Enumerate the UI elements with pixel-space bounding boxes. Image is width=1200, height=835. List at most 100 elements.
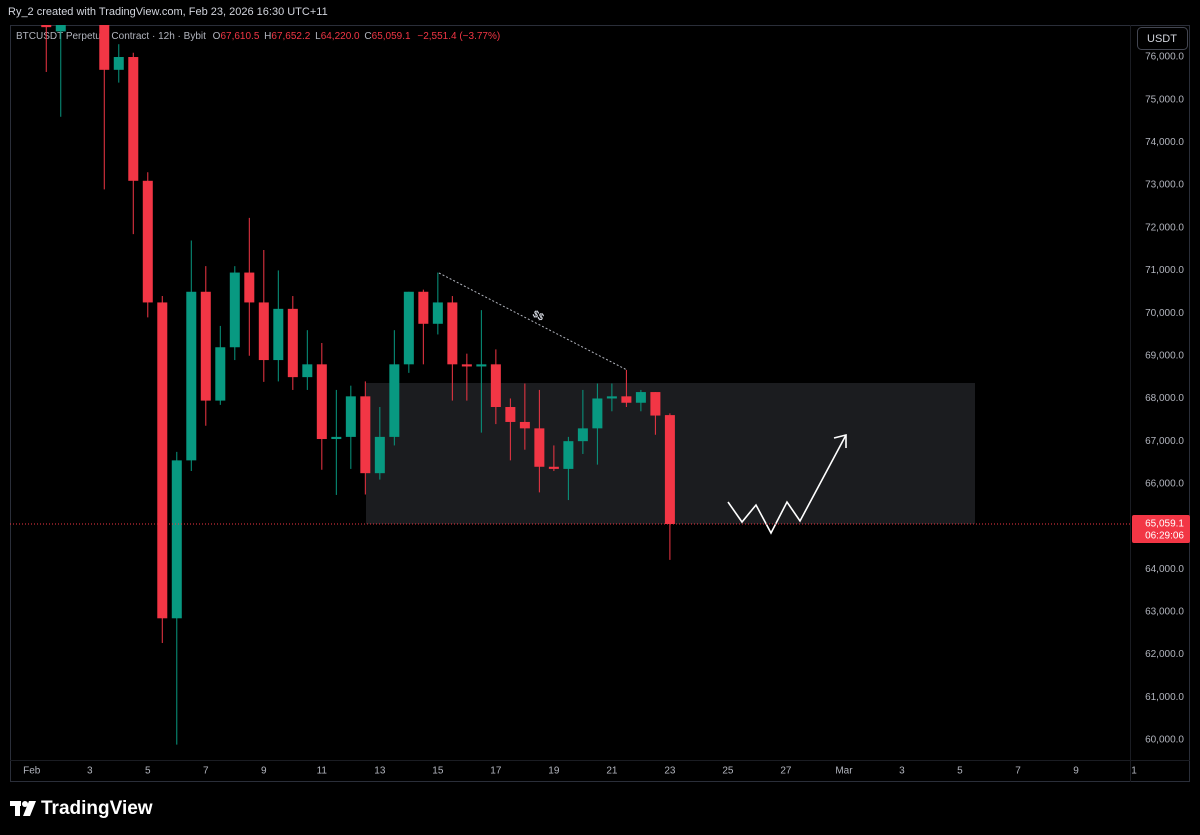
y-tick-label: 62,000.0 <box>1145 649 1184 660</box>
last-price-box <box>1132 515 1190 544</box>
logo-dot <box>22 801 28 807</box>
candle-body <box>621 396 632 403</box>
candle-body <box>418 291 429 324</box>
x-tick-label: 3 <box>87 766 93 777</box>
countdown: 06:29:06 <box>1145 531 1184 542</box>
ohlc-label: O <box>213 31 221 42</box>
candle-body <box>142 180 153 303</box>
y-tick-label: 74,000.0 <box>1145 137 1184 148</box>
y-tick-label: 75,000.0 <box>1145 94 1184 105</box>
plot-area <box>41 25 975 745</box>
ohlc-label: H <box>264 31 271 42</box>
projection-path <box>727 434 847 535</box>
y-tick-label: 66,000.0 <box>1145 478 1184 489</box>
candle-body <box>577 428 588 442</box>
y-tick-label: 61,000.0 <box>1145 692 1184 703</box>
candle-body <box>664 415 675 525</box>
candle-body <box>447 302 458 365</box>
y-tick-label: 68,000.0 <box>1145 393 1184 404</box>
annotation: $$ <box>530 309 545 324</box>
candle-body <box>635 392 646 403</box>
credit: Ry_2 created with TradingView.com, Feb 2… <box>8 6 328 18</box>
x-tick-label: Mar <box>835 766 853 777</box>
x-tick-label: 15 <box>432 766 444 777</box>
x-tick-label: 25 <box>722 766 734 777</box>
ohlc-value: 64,220.0 <box>321 31 360 42</box>
candle-body <box>519 421 530 429</box>
x-tick-label: 17 <box>490 766 502 777</box>
y-tick-label: 67,000.0 <box>1145 436 1184 447</box>
candle-body <box>389 364 400 437</box>
y-tick-label: 63,000.0 <box>1145 607 1184 618</box>
y-tick-label: 70,000.0 <box>1145 308 1184 319</box>
candle-body <box>403 291 414 365</box>
candle-body <box>316 364 327 440</box>
candle-body <box>534 428 545 467</box>
symbol: BTCUSDT Perpetual Contract · 12h · Bybit <box>16 31 206 42</box>
candle-body <box>331 436 342 440</box>
x-tick-label: 23 <box>664 766 676 777</box>
candle-body <box>273 308 284 361</box>
x-tick-label: 7 <box>1015 766 1021 777</box>
brand: TradingView <box>41 798 153 819</box>
candle-body <box>99 25 110 70</box>
legend: BTCUSDT Perpetual Contract · 12h · Bybit… <box>16 31 500 42</box>
x-tick-label: 9 <box>261 766 267 777</box>
candle-body <box>128 57 139 181</box>
x-tick-label: 5 <box>957 766 963 777</box>
x-tick-label: 21 <box>606 766 618 777</box>
y-tick-label: 69,000.0 <box>1145 350 1184 361</box>
x-tick-label: 13 <box>374 766 386 777</box>
candle-body <box>592 398 603 429</box>
projection-arrowhead <box>833 433 847 448</box>
y-tick-label: 76,000.0 <box>1145 52 1184 63</box>
logo <box>10 801 36 816</box>
ohlc-value: 67,610.5 <box>220 31 259 42</box>
x-tick-label: 1 <box>1131 766 1137 777</box>
candle-body <box>490 364 501 408</box>
chart-frame <box>10 25 1190 782</box>
candle-body <box>113 57 124 70</box>
candle-body <box>258 302 269 361</box>
y-tick-label: 71,000.0 <box>1145 265 1184 276</box>
candle-body <box>548 466 559 469</box>
logo-slash <box>23 801 36 816</box>
candle-body <box>606 396 617 399</box>
candle-body <box>360 396 371 474</box>
currency-button[interactable] <box>1137 27 1188 50</box>
candle-body <box>41 25 52 28</box>
currency[interactable]: USDT <box>1147 33 1177 45</box>
x-tick-label: 9 <box>1073 766 1079 777</box>
ohlc-value: 67,652.2 <box>271 31 310 42</box>
x-tick-label: 5 <box>145 766 151 777</box>
candle-body <box>563 441 574 469</box>
candle-body <box>229 272 240 348</box>
x-tick-label: 3 <box>899 766 905 777</box>
candle-body <box>302 364 313 378</box>
candle-body <box>461 364 472 367</box>
logo-stem <box>15 801 20 816</box>
candle-body <box>244 272 255 303</box>
candle-body <box>186 291 197 461</box>
candle-body <box>505 407 516 422</box>
x-tick-label: 11 <box>317 766 328 777</box>
candle-body <box>215 347 226 401</box>
candle-body <box>374 436 385 474</box>
ohlc-value: 65,059.1 <box>372 31 411 42</box>
candle-body <box>432 302 443 324</box>
y-tick-label: 73,000.0 <box>1145 180 1184 191</box>
candle-body <box>200 291 211 401</box>
candle-body <box>171 460 182 619</box>
candle-body <box>650 392 661 416</box>
x-tick-label: Feb <box>23 766 41 777</box>
y-tick-label: 60,000.0 <box>1145 735 1184 746</box>
y-tick-label: 72,000.0 <box>1145 222 1184 233</box>
ohlc-label: L <box>315 31 321 42</box>
change: −2,551.4 (−3.77%) <box>417 31 500 42</box>
y-tick-label: 64,000.0 <box>1145 564 1184 575</box>
trend-line <box>438 272 628 371</box>
candle-body <box>55 25 66 32</box>
candle-body <box>287 308 298 378</box>
